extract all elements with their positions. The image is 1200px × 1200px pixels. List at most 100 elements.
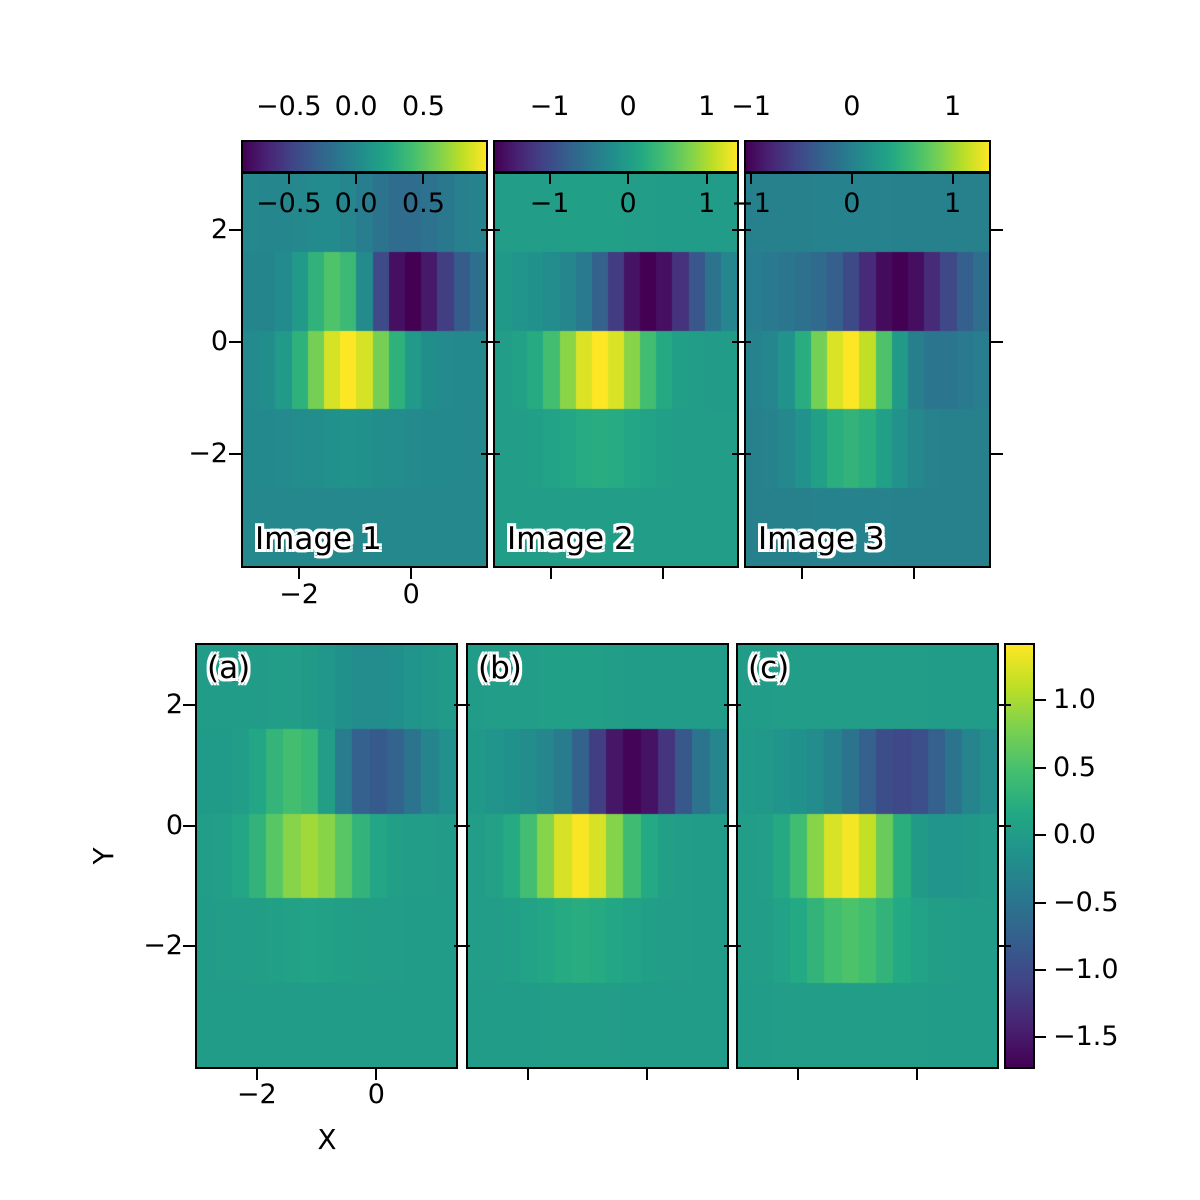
colorbar-tick-label-top: 1 — [943, 91, 962, 122]
heatmap-panel-c: (c) — [736, 643, 999, 1069]
x-tick-mark — [410, 568, 413, 579]
y-tick-mark — [229, 229, 241, 231]
y-tick-label: 2 — [165, 689, 183, 721]
panel-title-image-3: Image 3 — [758, 521, 885, 557]
colorbar-tick-mark — [1035, 766, 1046, 769]
heatmap-a-canvas — [197, 645, 456, 1067]
y-tick-mark — [999, 824, 1011, 827]
y-tick-mark — [183, 704, 195, 707]
colorbar-tick-label-top: 1 — [698, 91, 716, 122]
colorbar-image-1 — [241, 140, 488, 173]
colorbar-tick-mark — [548, 173, 551, 184]
colorbar-tick-mark — [705, 173, 708, 184]
colorbar-tick-label-top: 0.5 — [401, 91, 445, 122]
x-tick-mark — [375, 1069, 378, 1080]
colorbar-tick-label: −0.5 — [1053, 886, 1119, 918]
colorbar-tick-label: 0.0 — [1053, 819, 1096, 851]
colorbar-tick-label: 1.0 — [1053, 684, 1096, 716]
colorbar-tick-label-inner: 0.5 — [401, 188, 445, 219]
x-tick-mark — [526, 1069, 529, 1080]
y-tick-mark — [229, 453, 241, 455]
colorbar-tick-label-top: 0 — [619, 91, 637, 122]
heatmap-image-3-canvas — [746, 174, 989, 566]
x-tick-label: −2 — [279, 579, 319, 610]
x-tick-mark — [913, 568, 916, 579]
colorbar-tick-label-inner: 1 — [943, 188, 962, 219]
y-tick-mark — [183, 945, 195, 948]
y-tick-mark — [739, 453, 751, 455]
y-tick-mark — [724, 945, 736, 948]
x-axis-label: X — [317, 1123, 337, 1156]
colorbar-image-1-gradient — [243, 142, 486, 171]
colorbar-tick-mark — [422, 173, 425, 184]
y-tick-mark — [739, 341, 751, 343]
x-tick-label: 0 — [367, 1079, 385, 1110]
y-tick-label: 0 — [165, 809, 183, 841]
y-tick-mark — [732, 341, 744, 343]
y-tick-label: 2 — [210, 214, 228, 245]
y-tick-mark — [481, 229, 493, 231]
heatmap-panel-a: (a) — [195, 643, 458, 1069]
colorbar-tick-label-top: −0.5 — [256, 91, 322, 122]
colorbar-tick-mark — [750, 173, 753, 184]
y-tick-mark — [732, 229, 744, 231]
x-tick-mark — [646, 1069, 649, 1080]
y-tick-mark — [454, 945, 466, 948]
y-tick-mark — [999, 704, 1011, 707]
colorbar-tick-mark — [1035, 699, 1046, 702]
x-tick-mark — [916, 1069, 919, 1080]
colorbar-tick-label-inner: 0 — [843, 188, 861, 219]
colorbar-tick-label-inner: −1 — [731, 188, 771, 219]
x-tick-mark — [255, 1069, 258, 1080]
x-tick-mark — [298, 568, 301, 579]
y-tick-mark — [724, 704, 736, 707]
y-axis-label: Y — [87, 847, 120, 865]
heatmap-panel-b: (b) — [466, 643, 729, 1069]
panel-title-image-1: Image 1 — [255, 521, 382, 557]
x-tick-label: 0 — [402, 579, 420, 610]
colorbar-tick-mark — [850, 173, 853, 184]
colorbar-tick-label: −1.5 — [1053, 1021, 1119, 1053]
colorbar-tick-mark — [287, 173, 290, 184]
y-tick-label: −2 — [188, 438, 228, 469]
shared-colorbar-gradient — [1006, 645, 1033, 1067]
x-tick-mark — [801, 568, 804, 579]
y-tick-mark — [229, 341, 241, 343]
panel-title-b: (b) — [478, 650, 522, 686]
colorbar-image-2-gradient — [495, 142, 737, 171]
y-tick-mark — [488, 229, 500, 231]
y-tick-mark — [724, 824, 736, 827]
y-tick-mark — [481, 341, 493, 343]
colorbar-tick-label-inner: 0 — [619, 188, 637, 219]
heatmap-panel-image-1: Image 1 — [241, 172, 488, 568]
colorbar-tick-mark — [1035, 1036, 1046, 1039]
y-tick-label: −2 — [143, 930, 183, 962]
colorbar-tick-mark — [1035, 901, 1046, 904]
y-tick-mark — [739, 229, 751, 231]
colorbar-tick-label: −1.0 — [1053, 953, 1119, 985]
colorbar-tick-label-inner: 1 — [698, 188, 716, 219]
colorbar-tick-mark — [1035, 968, 1046, 971]
x-tick-mark — [796, 1069, 799, 1080]
heatmap-image-1-canvas — [243, 174, 486, 566]
colorbar-image-3 — [744, 140, 991, 173]
colorbar-tick-label-top: −1 — [731, 91, 771, 122]
panel-title-a: (a) — [207, 650, 251, 686]
colorbar-tick-mark — [951, 173, 954, 184]
y-tick-mark — [991, 341, 1003, 343]
colorbar-tick-label: 0.5 — [1053, 751, 1096, 783]
y-tick-mark — [454, 704, 466, 707]
panel-title-c: (c) — [748, 650, 790, 686]
colorbar-tick-label-inner: 0.0 — [334, 188, 378, 219]
y-tick-mark — [991, 453, 1003, 455]
heatmap-b-canvas — [468, 645, 727, 1067]
colorbar-image-3-gradient — [746, 142, 989, 171]
heatmap-panel-image-3: Image 3 — [744, 172, 991, 568]
colorbar-tick-mark — [1035, 834, 1046, 837]
colorbar-tick-label-top: 0.0 — [334, 91, 378, 122]
y-tick-mark — [999, 945, 1011, 948]
x-tick-mark — [549, 568, 552, 579]
x-tick-label: −2 — [236, 1079, 277, 1110]
y-tick-mark — [488, 453, 500, 455]
shared-colorbar — [1004, 643, 1035, 1069]
